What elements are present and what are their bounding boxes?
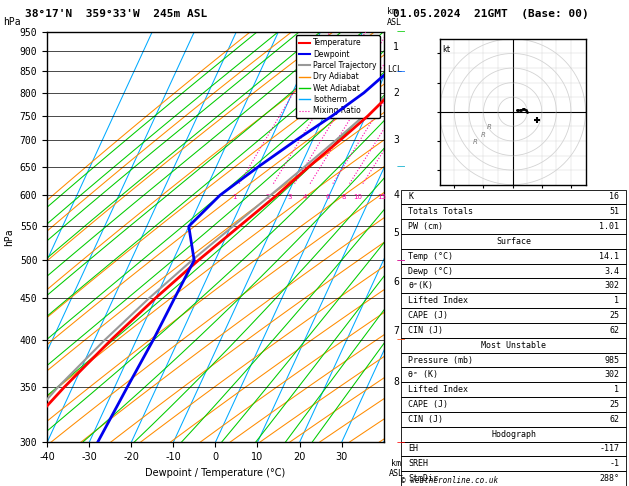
Text: 1: 1	[614, 296, 619, 305]
Text: θᵉ (K): θᵉ (K)	[408, 370, 438, 380]
Text: Lifted Index: Lifted Index	[408, 296, 468, 305]
Text: CIN (J): CIN (J)	[408, 415, 443, 424]
Text: 15: 15	[377, 194, 387, 200]
Text: CAPE (J): CAPE (J)	[408, 400, 448, 409]
X-axis label: Dewpoint / Temperature (°C): Dewpoint / Temperature (°C)	[145, 468, 286, 478]
Text: 8: 8	[342, 194, 347, 200]
Text: 14.1: 14.1	[599, 252, 619, 261]
Text: © weatheronline.co.uk: © weatheronline.co.uk	[401, 476, 498, 485]
Text: θᵉ(K): θᵉ(K)	[408, 281, 433, 291]
Text: 2: 2	[393, 88, 399, 98]
Text: 302: 302	[604, 370, 619, 380]
Text: 288°: 288°	[599, 474, 619, 483]
Text: R: R	[473, 139, 478, 145]
Text: 51: 51	[609, 207, 619, 216]
Text: Totals Totals: Totals Totals	[408, 207, 473, 216]
Text: 6: 6	[393, 278, 399, 287]
Text: hPa: hPa	[3, 17, 21, 27]
Text: —: —	[396, 256, 404, 265]
Text: 2: 2	[266, 194, 270, 200]
Text: 62: 62	[609, 326, 619, 335]
Text: Dewp (°C): Dewp (°C)	[408, 266, 453, 276]
Text: 1.01: 1.01	[599, 222, 619, 231]
Text: CIN (J): CIN (J)	[408, 326, 443, 335]
Y-axis label: hPa: hPa	[4, 228, 14, 246]
Text: —: —	[396, 335, 404, 344]
Text: —: —	[396, 438, 404, 447]
Text: 38°17'N  359°33'W  245m ASL: 38°17'N 359°33'W 245m ASL	[25, 9, 208, 19]
Text: 1: 1	[614, 385, 619, 394]
Text: SREH: SREH	[408, 459, 428, 469]
Text: 10: 10	[353, 194, 362, 200]
Text: —: —	[396, 256, 404, 265]
Text: 985: 985	[604, 355, 619, 364]
Text: 7: 7	[393, 326, 399, 336]
Text: 3: 3	[393, 136, 399, 145]
Text: 1: 1	[232, 194, 237, 200]
Text: 62: 62	[609, 415, 619, 424]
Text: 1: 1	[393, 42, 399, 52]
Text: Surface: Surface	[496, 237, 531, 246]
Text: 25: 25	[609, 311, 619, 320]
Text: Lifted Index: Lifted Index	[408, 385, 468, 394]
Text: 3: 3	[287, 194, 291, 200]
Text: 16: 16	[609, 192, 619, 202]
Text: kt: kt	[443, 45, 451, 54]
Text: -1: -1	[609, 459, 619, 469]
Text: PW (cm): PW (cm)	[408, 222, 443, 231]
Text: —: —	[396, 27, 404, 36]
Text: CAPE (J): CAPE (J)	[408, 311, 448, 320]
Legend: Temperature, Dewpoint, Parcel Trajectory, Dry Adiabat, Wet Adiabat, Isotherm, Mi: Temperature, Dewpoint, Parcel Trajectory…	[296, 35, 380, 118]
Text: -117: -117	[599, 444, 619, 453]
Text: 4: 4	[303, 194, 307, 200]
Text: km
ASL: km ASL	[387, 7, 402, 27]
Text: 25: 25	[609, 400, 619, 409]
Text: EH: EH	[408, 444, 418, 453]
Text: —: —	[396, 67, 404, 76]
Text: Temp (°C): Temp (°C)	[408, 252, 453, 261]
Text: km
ASL: km ASL	[389, 459, 404, 478]
Text: Hodograph: Hodograph	[491, 430, 536, 439]
Text: 6: 6	[325, 194, 330, 200]
Text: R: R	[481, 132, 486, 138]
Text: R: R	[486, 124, 491, 130]
Text: 8: 8	[393, 377, 399, 387]
Text: 4: 4	[393, 191, 399, 200]
Text: LCL: LCL	[387, 65, 402, 73]
Text: 5: 5	[393, 228, 399, 238]
Text: Most Unstable: Most Unstable	[481, 341, 546, 350]
Text: 01.05.2024  21GMT  (Base: 00): 01.05.2024 21GMT (Base: 00)	[393, 9, 589, 19]
Text: K: K	[408, 192, 413, 202]
Text: Pressure (mb): Pressure (mb)	[408, 355, 473, 364]
Text: 3.4: 3.4	[604, 266, 619, 276]
Text: 302: 302	[604, 281, 619, 291]
Text: StmDir: StmDir	[408, 474, 438, 483]
Text: —: —	[396, 162, 404, 171]
